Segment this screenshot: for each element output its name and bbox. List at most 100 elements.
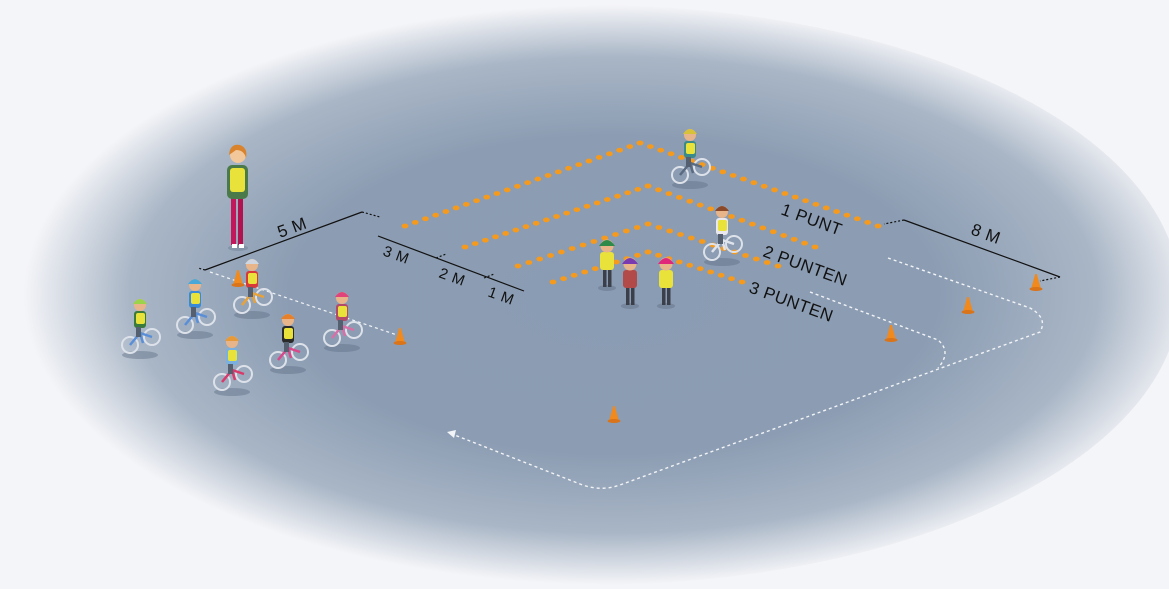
cone-dot	[524, 180, 531, 185]
cone-dot	[791, 237, 798, 242]
cone-dot	[792, 195, 799, 200]
cone-dot	[547, 253, 554, 258]
cone-dot	[665, 191, 672, 196]
cone-dot	[616, 148, 623, 153]
cone-dot	[740, 177, 747, 182]
cone-dot	[781, 191, 788, 196]
cone-dot	[719, 169, 726, 174]
cone-dot	[525, 260, 532, 265]
cone-dot	[596, 155, 603, 160]
cone-dot	[718, 273, 725, 278]
cone-dot	[699, 239, 706, 244]
cone-dot	[492, 234, 499, 239]
cone-dot	[655, 253, 662, 258]
cone-dot	[666, 229, 673, 234]
cone-dot	[753, 257, 760, 262]
cone-dot	[645, 222, 652, 227]
cone-dot	[614, 194, 621, 199]
cone-dot	[655, 225, 662, 230]
cone-dot	[504, 188, 511, 193]
cone-dot	[647, 144, 654, 149]
cone-dot	[422, 216, 429, 221]
cone-dot	[515, 264, 522, 269]
cone-dot	[802, 198, 809, 203]
cone-dot	[545, 173, 552, 178]
cone-dot	[462, 245, 469, 250]
cone-dot	[571, 273, 578, 278]
cone-dot	[412, 220, 419, 225]
cone-dot	[553, 214, 560, 219]
cone-dot	[634, 225, 641, 230]
cone-dot	[442, 209, 449, 214]
cone-dot	[402, 224, 409, 229]
cone-dot	[463, 202, 470, 207]
cone-dot	[707, 206, 714, 211]
cone-dot	[676, 260, 683, 265]
cone-dot	[686, 263, 693, 268]
cone-dot	[707, 270, 714, 275]
cone-dot	[565, 166, 572, 171]
cone-dot	[581, 270, 588, 275]
cone-dot	[453, 206, 460, 211]
cone-dot	[750, 180, 757, 185]
cone-dot	[575, 162, 582, 167]
cone-dot	[514, 184, 521, 189]
cone-dot	[770, 229, 777, 234]
cone-dot	[645, 250, 652, 255]
cone-dot	[634, 253, 641, 258]
cone-dot	[594, 201, 601, 206]
cone-dot	[592, 266, 599, 271]
cone-dot	[584, 204, 591, 209]
cone-dot	[813, 202, 820, 207]
cone-dot	[473, 198, 480, 203]
cone-dot	[854, 216, 861, 221]
cone-dot	[759, 226, 766, 231]
cone-dot	[686, 199, 693, 204]
cone-dot	[502, 231, 509, 236]
cone-dot	[812, 245, 819, 250]
cone-dot	[624, 190, 631, 195]
ground-area	[0, 5, 1169, 585]
cone-dot	[645, 184, 652, 189]
cone-dot	[678, 155, 685, 160]
cone-dot	[580, 243, 587, 248]
cone-dot	[801, 241, 808, 246]
cone-dot	[612, 232, 619, 237]
cone-dot	[864, 220, 871, 225]
cone-dot	[482, 238, 489, 243]
cone-dot	[512, 228, 519, 233]
cone-dot	[655, 187, 662, 192]
cone-dot	[875, 224, 882, 229]
cone-dot	[697, 266, 704, 271]
cone-dot	[634, 187, 641, 192]
cone-dot	[550, 280, 557, 285]
cone-dot	[534, 177, 541, 182]
cone-dot	[823, 206, 830, 211]
cone-dot	[623, 229, 630, 234]
cone-dot	[606, 151, 613, 156]
cone-dot	[555, 169, 562, 174]
cone-dot	[780, 233, 787, 238]
cone-dot	[749, 222, 756, 227]
cone-dot	[573, 207, 580, 212]
cone-dot	[844, 213, 851, 218]
cone-dot	[536, 257, 543, 262]
cone-dot	[483, 195, 490, 200]
cone-dot	[472, 241, 479, 246]
cone-dot	[523, 224, 530, 229]
cone-dot	[558, 250, 565, 255]
cone-dot	[771, 188, 778, 193]
cone-dot	[657, 148, 664, 153]
cone-dot	[668, 151, 675, 156]
cone-dot	[833, 209, 840, 214]
cone-dot	[626, 144, 633, 149]
cone-dot	[676, 195, 683, 200]
cone-dot	[728, 276, 735, 281]
cone-dot	[728, 214, 735, 219]
cone-dot	[569, 246, 576, 251]
cone-dot	[586, 159, 593, 164]
cone-dot	[494, 191, 501, 196]
cone-dot	[604, 197, 611, 202]
cone-dot	[697, 203, 704, 208]
cone-dot	[563, 211, 570, 216]
